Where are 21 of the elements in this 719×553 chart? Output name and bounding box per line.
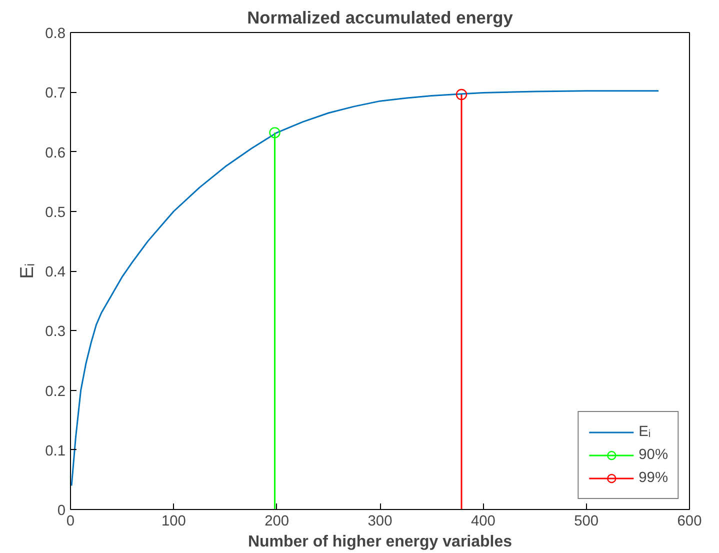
x-tick-label: 400: [470, 514, 496, 530]
x-tick-label: 500: [574, 514, 599, 530]
x-axis-title: Number of higher energy variables: [248, 534, 512, 550]
y-tick-label: 0.5: [45, 204, 66, 221]
y-tick-label: 0: [57, 503, 66, 519]
chart-title: Normalized accumulated energy: [247, 8, 514, 28]
x-tick-label: 200: [264, 514, 290, 530]
y-tick-label: 0.6: [45, 145, 66, 162]
y-tick-label: 0.4: [45, 264, 66, 280]
y-axis-title: Eᵢ: [16, 263, 38, 279]
y-tick-label: 0.1: [45, 443, 66, 460]
x-tick-label: 100: [161, 514, 186, 530]
legend-label: 90%: [638, 447, 668, 463]
y-tick-label: 0.3: [45, 324, 66, 340]
legend-label: Eᵢ: [638, 424, 652, 440]
y-tick-label: 0.7: [45, 86, 66, 102]
y-tick-label: 0.8: [45, 26, 66, 42]
x-tick-label: 300: [368, 514, 392, 530]
y-tick-label: 0.2: [45, 384, 66, 400]
x-tick-label: 600: [677, 514, 702, 530]
legend-label: 99%: [638, 470, 668, 486]
